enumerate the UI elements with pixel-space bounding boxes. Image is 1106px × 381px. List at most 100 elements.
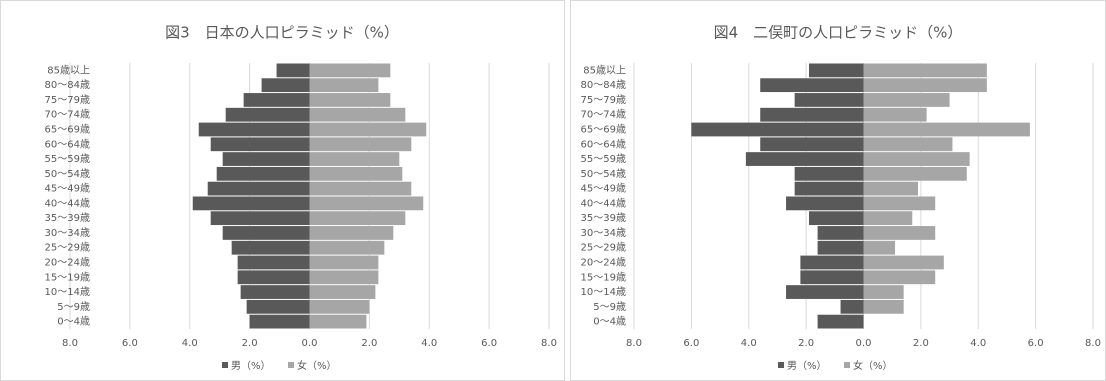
bar	[800, 255, 864, 270]
bar	[309, 152, 400, 166]
y-tick-label: 80～84歳	[581, 79, 626, 91]
legend-label: 女（%）	[297, 359, 337, 372]
bar	[863, 93, 950, 107]
bar	[261, 78, 310, 93]
bar	[840, 299, 864, 314]
bar	[309, 270, 379, 285]
chart-title: 図3 日本の人口ピラミッド（%）	[165, 24, 399, 42]
x-tick-label: 6.0	[481, 338, 497, 349]
bar	[222, 226, 310, 240]
y-tick-label: 35～39歳	[581, 212, 626, 224]
bar	[309, 137, 412, 152]
y-tick-label: 60～64歳	[581, 138, 626, 150]
bar	[745, 152, 864, 166]
x-tick-label: 0.0	[302, 338, 318, 349]
y-tick-label: 0～4歳	[57, 316, 90, 328]
y-tick-label: 35～39歳	[45, 212, 90, 224]
y-tick-label: 15～19歳	[45, 271, 90, 283]
y-tick-label: 20～24歳	[581, 257, 626, 269]
bar	[237, 270, 310, 285]
x-tick-label: 8.0	[541, 338, 557, 349]
bar	[309, 107, 406, 122]
y-tick-label: 10～14歳	[45, 286, 90, 298]
bar	[309, 93, 391, 107]
legend-label: 男（%）	[787, 360, 827, 372]
x-tick-label: 4.0	[182, 338, 198, 349]
bar	[817, 314, 864, 329]
y-tick-label: 5～9歳	[593, 301, 626, 313]
y-tick-label: 75～79歳	[581, 94, 626, 106]
y-tick-label: 30～34歳	[581, 227, 626, 239]
y-tick-label: 25～29歳	[45, 242, 90, 254]
y-tick-label: 25～29歳	[581, 242, 626, 254]
bar	[309, 226, 394, 240]
bar	[309, 63, 391, 78]
bar	[210, 137, 310, 152]
y-tick-label: 45～49歳	[581, 183, 626, 195]
x-tick-label: 4.0	[741, 338, 757, 349]
legend-swatch	[778, 362, 784, 368]
bar	[309, 122, 427, 137]
bar	[309, 285, 376, 299]
x-tick-label: 6.0	[1028, 338, 1044, 349]
legend-swatch	[844, 362, 850, 368]
bar	[309, 166, 403, 181]
y-tick-label: 60～64歳	[45, 138, 90, 150]
chart-title: 図4 二俣町の人口ピラミッド（%）	[714, 24, 963, 42]
x-tick-label: 0.0	[856, 338, 872, 349]
legend-swatch	[222, 362, 228, 368]
bar	[863, 285, 904, 299]
y-tick-label: 50～54歳	[581, 168, 626, 180]
bar	[800, 270, 864, 285]
bar	[231, 240, 310, 255]
bar	[863, 122, 1030, 137]
bar	[309, 181, 412, 196]
bar	[210, 211, 310, 226]
bar	[760, 107, 864, 122]
bar	[863, 211, 913, 226]
bar	[863, 166, 967, 181]
bar	[207, 181, 310, 196]
y-tick-label: 80～84歳	[45, 79, 90, 91]
y-tick-label: 40～44歳	[45, 197, 90, 209]
bar	[216, 166, 310, 181]
bar	[249, 314, 310, 329]
y-tick-label: 75～79歳	[45, 94, 90, 106]
x-tick-label: 6.0	[122, 338, 138, 349]
bar	[243, 93, 310, 107]
bar	[794, 93, 864, 107]
bar	[276, 63, 310, 78]
bar	[691, 122, 864, 137]
bar	[794, 181, 864, 196]
bar	[222, 152, 310, 166]
bar	[237, 255, 310, 270]
bar	[309, 196, 424, 211]
bar	[246, 299, 310, 314]
y-tick-label: 85歳以上	[47, 64, 90, 76]
bar	[808, 63, 864, 78]
y-tick-label: 0～4歳	[593, 316, 626, 328]
y-tick-label: 85歳以上	[583, 64, 626, 76]
x-tick-label: 2.0	[913, 338, 929, 349]
x-tick-label: 2.0	[798, 338, 814, 349]
y-tick-label: 40～44歳	[581, 197, 626, 209]
bar	[309, 240, 385, 255]
bar	[863, 137, 953, 152]
y-tick-label: 10～14歳	[581, 286, 626, 298]
bar	[794, 166, 864, 181]
bar	[863, 63, 987, 78]
bar	[863, 226, 936, 240]
bar	[309, 299, 370, 314]
x-tick-label: 6.0	[683, 338, 699, 349]
bar	[786, 285, 864, 299]
x-tick-label: 2.0	[242, 338, 258, 349]
bar	[760, 137, 864, 152]
x-tick-label: 8.0	[62, 338, 78, 349]
bar	[817, 226, 864, 240]
x-tick-label: 2.0	[361, 338, 377, 349]
y-tick-label: 45～49歳	[45, 183, 90, 195]
x-tick-label: 4.0	[421, 338, 437, 349]
bar	[863, 78, 987, 93]
bar	[863, 152, 970, 166]
bar	[863, 107, 927, 122]
